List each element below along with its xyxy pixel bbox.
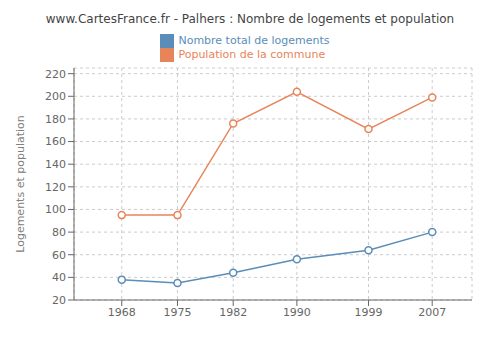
svg-text:Logements et population: Logements et population (14, 115, 27, 253)
svg-text:140: 140 (45, 158, 66, 171)
svg-text:220: 220 (45, 68, 66, 81)
svg-text:200: 200 (45, 90, 66, 103)
svg-text:1975: 1975 (163, 306, 191, 319)
svg-text:180: 180 (45, 113, 66, 126)
html-text:Nombre total de logements: Nombre total de logements (178, 34, 330, 47)
svg-text:80: 80 (52, 226, 66, 239)
html-text:Population de la commune: Population de la commune (178, 48, 326, 61)
svg-text:1999: 1999 (355, 306, 383, 319)
html-text:www.CartesFrance.fr - Palhers: www.CartesFrance.fr - Palhers : Nombre d… (45, 12, 455, 26)
svg-text:1990: 1990 (283, 306, 311, 319)
svg-text:1968: 1968 (108, 306, 136, 319)
svg-text:40: 40 (52, 271, 66, 284)
svg-text:1982: 1982 (219, 306, 247, 319)
svg-text:60: 60 (52, 249, 66, 262)
svg-text:2007: 2007 (418, 306, 446, 319)
svg-text:160: 160 (45, 135, 66, 148)
svg-text:100: 100 (45, 203, 66, 216)
svg-text:120: 120 (45, 181, 66, 194)
svg-text:20: 20 (52, 294, 66, 307)
